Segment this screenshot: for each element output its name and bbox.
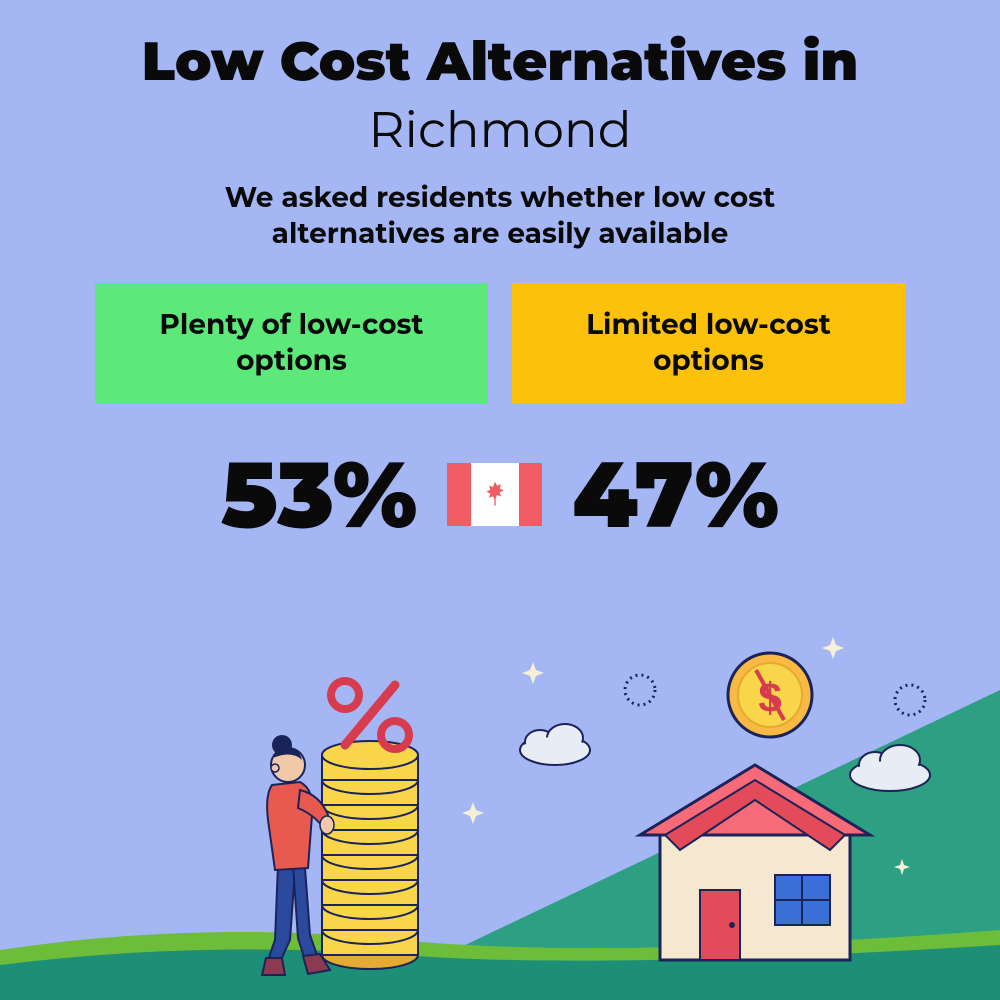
dotted-circle-left-icon xyxy=(625,675,655,705)
maple-leaf-icon xyxy=(479,479,511,511)
coin-stack-icon xyxy=(322,741,418,969)
stats-row: 53% 47% xyxy=(0,439,1000,551)
title-line1: Low Cost Alternatives in xyxy=(0,0,1000,94)
stat-left: 53% xyxy=(221,439,417,551)
option-limited: Limited low-cost options xyxy=(512,283,905,404)
subtitle-text: We asked residents whether low cost alte… xyxy=(0,180,1000,253)
percent-icon xyxy=(331,681,409,749)
cloud-left-icon xyxy=(520,724,590,765)
canada-flag-icon xyxy=(447,463,542,526)
cloud-right-icon xyxy=(850,745,930,791)
illustration-graphic: $ xyxy=(0,620,1000,1000)
options-row: Plenty of low-cost options Limited low-c… xyxy=(0,283,1000,404)
option-plenty: Plenty of low-cost options xyxy=(95,283,488,404)
dotted-circle-right-icon xyxy=(895,685,925,715)
title-line2: Richmond xyxy=(0,99,1000,160)
stat-right: 47% xyxy=(572,439,779,551)
dollar-coin-icon: $ xyxy=(728,653,812,737)
